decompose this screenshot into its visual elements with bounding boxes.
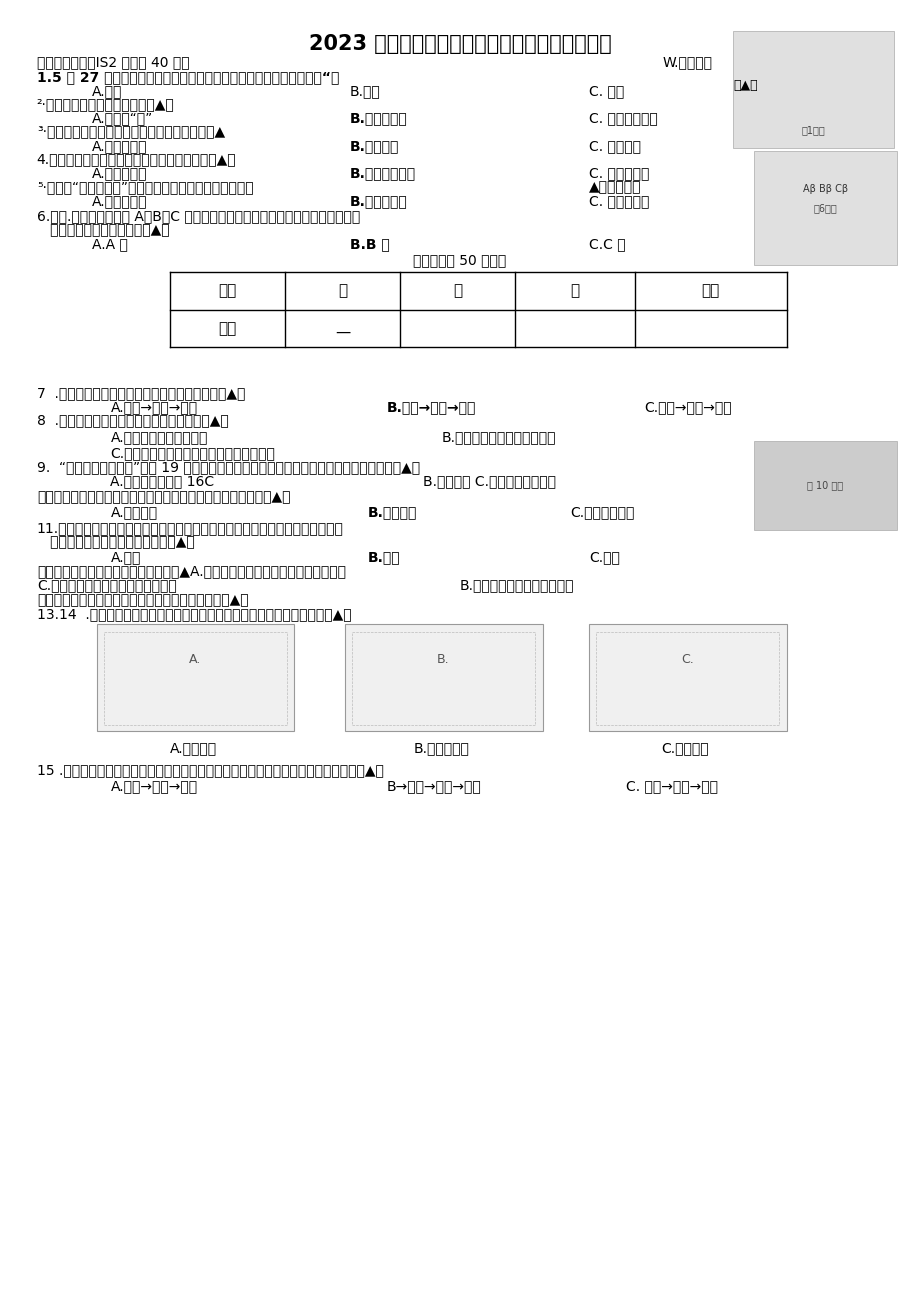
Text: C.光照: C.光照 (588, 550, 619, 563)
Text: 的环境中，该实验改变的条件是（▲）: 的环境中，该实验改变的条件是（▲） (37, 536, 194, 549)
Text: ²·下列现象属于水的蒸发的是（▲）: ²·下列现象属于水的蒸发的是（▲） (37, 98, 175, 111)
Text: 15 .蜕衦是水稺田里的主要害虫，青蛙是它们的天敌之一，下列食物链描述正确的是（▲）: 15 .蜕衦是水稺田里的主要害虫，青蛙是它们的天敌之一，下列食物链描述正确的是（… (37, 764, 383, 777)
Text: 11.在探究种子发芽条件的实验中，小鹿将种子分成两组，分别放置在干燥和湿润: 11.在探究种子发芽条件的实验中，小鹿将种子分成两组，分别放置在干燥和湿润 (37, 522, 344, 535)
Text: （▲）: （▲） (732, 79, 757, 92)
Text: A.眼镜起“雾”: A.眼镜起“雾” (92, 112, 153, 125)
Text: 2023 学年第二学期小学科学五年级学业质量检测: 2023 学年第二学期小学科学五年级学业质量检测 (308, 34, 611, 55)
Text: B.塑料、天然气: B.塑料、天然气 (349, 167, 415, 180)
Text: 9.  “环保、低碳、节能”是第 19 届杭州亚运会的办会理念，下列做法中属于节约能源的是（▲）: 9. “环保、低碳、节能”是第 19 届杭州亚运会的办会理念，下列做法中属于节约… (37, 461, 419, 474)
Text: A.A 点: A.A 点 (92, 238, 128, 251)
Text: C. 风力: C. 风力 (588, 85, 623, 98)
Text: A.制作→设计→测试: A.制作→设计→测试 (110, 401, 198, 414)
Text: ³·把橡皮泥捿成如下形状，有可能浮起来的是（▲: ³·把橡皮泥捿成如下形状，有可能浮起来的是（▲ (37, 125, 224, 138)
Bar (754, 441, 896, 530)
Text: 1.5 月 27 日，温州首届国际帆船节拉开帷幕，帆船（如图）前进的工“、: 1.5 月 27 日，温州首届国际帆船节拉开帷幕，帆船（如图）前进的工“、 (37, 70, 339, 83)
Text: B.船制作好后，任务就完成了: B.船制作好后，任务就完成了 (441, 431, 555, 444)
Text: 6.如图.在一根金属条的 A、B、C 点上分别用蜡油固定牙签，用酒精灯加热一段时: 6.如图.在一根金属条的 A、B、C 点上分别用蜡油固定牙签，用酒精灯加热一段时 (37, 209, 359, 222)
Bar (754, 151, 896, 265)
Text: B.可回收垃圾: B.可回收垃圾 (414, 742, 469, 755)
Text: C.其他垃圾: C.其他垃圾 (661, 742, 709, 755)
Text: C.行驶速度更快: C.行驶速度更快 (570, 506, 634, 519)
Text: A.金属、石油: A.金属、石油 (92, 167, 147, 180)
Text: A.水力: A.水力 (92, 85, 122, 98)
Text: 下列示意图中，能正确表示热在水中传递过程的是（▲）: 下列示意图中，能正确表示热在水中传递过程的是（▲） (37, 593, 248, 606)
Text: A.黑暗、干燥: A.黑暗、干燥 (92, 195, 147, 208)
Text: C. 明亮、潮湿: C. 明亮、潮湿 (588, 195, 649, 208)
Bar (104, 632, 287, 725)
Text: Aβ Bβ Cβ: Aβ Bβ Cβ (801, 183, 847, 194)
Text: 8  .下列关于小船制作活动的说法正确的是（▲）: 8 .下列关于小船制作活动的说法正确的是（▲） (37, 414, 228, 427)
Text: A.更加美观: A.更加美观 (110, 506, 157, 519)
Text: C. 实心方块: C. 实心方块 (588, 139, 641, 152)
Text: 得分: 得分 (219, 321, 236, 336)
Text: B.黑暗、潮湿: B.黑暗、潮湿 (349, 195, 407, 208)
Text: A.水分: A.水分 (110, 550, 141, 563)
Bar (96, 624, 294, 731)
Text: A.小组成员需要分工合作: A.小组成员需要分工合作 (110, 431, 208, 444)
Bar (352, 632, 535, 725)
Text: A.夏天空调设置到 16C: A.夏天空调设置到 16C (110, 475, 214, 488)
Text: ▲）的环境。: ▲）的环境。 (588, 181, 641, 194)
Text: C.: C. (680, 653, 693, 666)
Bar (732, 31, 893, 148)
Text: B.温度: B.温度 (368, 550, 400, 563)
Text: 一: 一 (338, 284, 346, 298)
Text: A.厨余垃圾: A.厨余垃圾 (169, 742, 217, 755)
Text: W.才力安白: W.才力安白 (662, 56, 711, 69)
Text: 二: 二 (453, 284, 461, 298)
Text: B.人力: B.人力 (349, 85, 380, 98)
Text: 三: 三 (570, 284, 579, 298)
Bar (345, 624, 542, 731)
Bar (588, 624, 786, 731)
Text: 7  .下列关于制作小船的活动环节排序正确的是（▲）: 7 .下列关于制作小船的活动环节排序正确的是（▲） (37, 386, 244, 399)
Text: C.环境温度变化不会影响动物的行为: C.环境温度变化不会影响动物的行为 (37, 579, 176, 592)
Text: 第 10 题图: 第 10 题图 (806, 480, 843, 490)
Text: B.动物通过消耗食物获得能量: B.动物通过消耗食物获得能量 (460, 579, 573, 592)
Text: 4.以下资源中，与纸张一样都属于可再生的是（▲）: 4.以下资源中，与纸张一样都属于可再生的是（▲） (37, 152, 236, 165)
Text: 总分: 总分 (701, 284, 719, 298)
Text: A.: A. (188, 653, 201, 666)
Text: 游玩江心屿时，我们常乘坐渡轮，渡轮底部做得宽主要是为了（▲）: 游玩江心屿时，我们常乘坐渡轮，渡轮底部做得宽主要是为了（▲） (37, 490, 290, 503)
Text: B→青蛙→蜕衦→水稺: B→青蛙→蜕衦→水稺 (386, 779, 481, 792)
Text: 下列关于生物与环境的描述正确的是（▲A.不同环境的植物对水分的需求是相同的: 下列关于生物与环境的描述正确的是（▲A.不同环境的植物对水分的需求是相同的 (37, 565, 346, 578)
Text: 一、选择题（每IS2 分，共 40 分）: 一、选择题（每IS2 分，共 40 分） (37, 56, 189, 69)
Text: B.设计→制作→测试: B.设计→制作→测试 (386, 401, 475, 414)
Text: 第6题图: 第6题图 (812, 203, 836, 213)
Text: B.更加稳定: B.更加稳定 (368, 506, 417, 519)
Text: —: — (335, 325, 350, 340)
Text: B.实心球体: B.实心球体 (349, 139, 399, 152)
Text: B.: B. (437, 653, 449, 666)
Text: B.湿衣服晴干: B.湿衣服晴干 (349, 112, 407, 125)
Text: A.水稺→青蛙→蜕衦: A.水稺→青蛙→蜕衦 (110, 779, 198, 792)
Bar (596, 632, 778, 725)
Text: ⁵·通过对“蜖蛚的选择”的实验研究，我们发现蜖蛚喜欢（: ⁵·通过对“蜖蛚的选择”的实验研究，我们发现蜖蛚喜欢（ (37, 181, 253, 194)
Text: A.空心饺子形: A.空心饺子形 (92, 139, 147, 152)
Text: 13.14  .实施垃圾分类投放有利于改善环境，小鹿家产生的剩菜剩饭属于（▲）: 13.14 .实施垃圾分类投放有利于改善环境，小鹿家产生的剩菜剩饭属于（▲） (37, 608, 351, 621)
Text: C.C 点: C.C 点 (588, 238, 625, 251)
Text: 鹿号: 鹿号 (219, 284, 236, 298)
Text: C. 冬天湖水结冰: C. 冬天湖水结冰 (588, 112, 657, 125)
Text: （检测时间 50 分钟）: （检测时间 50 分钟） (413, 254, 506, 267)
Text: C.设计→测试→制作: C.设计→测试→制作 (643, 401, 731, 414)
Text: B.随手关灯 C.手机亮度调至最亮: B.随手关灯 C.手机亮度调至最亮 (423, 475, 556, 488)
Text: B.B 点: B.B 点 (349, 238, 389, 251)
Text: 间后，牙签最先落下的是（▲）: 间后，牙签最先落下的是（▲） (37, 224, 169, 237)
Text: C. 玻璃、塑料: C. 玻璃、塑料 (588, 167, 649, 180)
Text: 第1题图: 第1题图 (800, 125, 824, 135)
Text: C.计算成本时不需要考虑制作中报废的材料: C.计算成本时不需要考虑制作中报废的材料 (110, 446, 275, 459)
Text: C. 水稺→蜕衦→青蛙: C. 水稺→蜕衦→青蛙 (625, 779, 717, 792)
